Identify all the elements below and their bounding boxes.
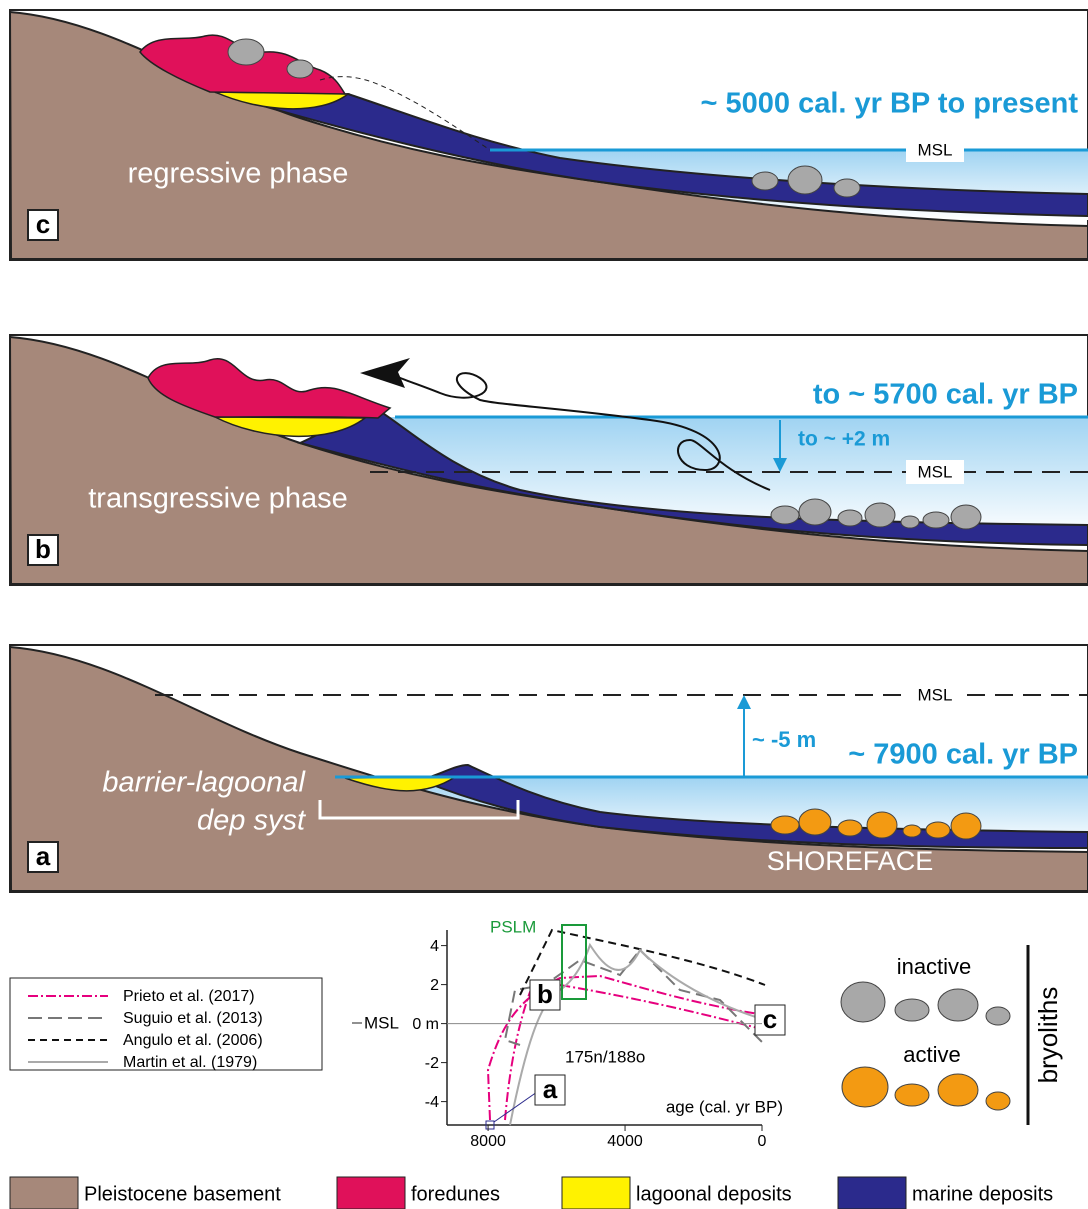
phase-label: dep syst — [197, 805, 307, 837]
legend-swatch — [10, 1177, 78, 1209]
bryolith — [228, 39, 264, 65]
bryolith — [895, 1084, 929, 1106]
panel-label: c — [36, 209, 50, 239]
y-tick-label: -2 — [425, 1055, 439, 1072]
legend-swatch — [838, 1177, 906, 1209]
msl-label: MSL — [364, 1013, 399, 1032]
bryolith — [923, 512, 949, 528]
y-tick-label: 2 — [430, 977, 439, 994]
bryolith — [841, 982, 885, 1022]
zone-label: SHOREFACE — [767, 846, 934, 876]
change-label: to ~ +2 m — [798, 428, 890, 451]
change-label: ~ -5 m — [752, 727, 816, 752]
active-label: active — [903, 1042, 960, 1067]
bryolith — [771, 816, 799, 834]
bryolith — [788, 166, 822, 194]
panel-label: b — [35, 534, 51, 564]
bryolith — [938, 1074, 978, 1106]
bryolith — [986, 1007, 1010, 1025]
y-tick-label: 4 — [430, 938, 439, 955]
bryolith — [901, 516, 919, 528]
bryolith — [838, 820, 862, 836]
panel-c: MSL ~ 5000 cal. yr BP to present regress… — [10, 10, 1088, 260]
marker-label: c — [763, 1004, 777, 1034]
marker-label: b — [537, 979, 553, 1009]
figure: MSL ~ 5000 cal. yr BP to present regress… — [0, 0, 1088, 1209]
y-tick-label: 0 m — [412, 1016, 439, 1033]
x-tick-label: 0 — [758, 1133, 767, 1150]
msl-label: MSL — [918, 462, 953, 481]
phase-label: barrier-lagoonal — [102, 767, 306, 799]
legend-label: foredunes — [411, 1183, 500, 1205]
bryolith — [834, 179, 860, 197]
bryolith — [903, 825, 921, 837]
bryolith — [799, 809, 831, 835]
bryolith — [838, 510, 862, 526]
legend-label: Suguio et al. (2013) — [123, 1010, 263, 1027]
bryolith — [867, 812, 897, 838]
age-label: ~ 7900 cal. yr BP — [848, 739, 1078, 771]
legend-swatch — [337, 1177, 405, 1209]
marker-label: a — [543, 1074, 558, 1104]
bryolith — [951, 813, 981, 839]
bryolith — [799, 499, 831, 525]
panel-a: MSL ~ 7900 cal. yr BP ~ -5 m barrier-lag… — [10, 645, 1088, 892]
bryolith — [752, 172, 778, 190]
bryolith-legend: inactive active bryoliths — [841, 945, 1063, 1125]
bryolith — [986, 1092, 1010, 1110]
msl-label: MSL — [918, 685, 953, 704]
legend-swatch — [562, 1177, 630, 1209]
legend-label: lagoonal deposits — [636, 1183, 792, 1205]
phase-label: transgressive phase — [88, 483, 348, 515]
msl-label: MSL — [918, 140, 953, 159]
panel-label: a — [36, 841, 51, 871]
x-tick-label: 8000 — [470, 1133, 506, 1150]
bryolith — [895, 999, 929, 1021]
legend-label: Martin et al. (1979) — [123, 1054, 257, 1071]
phase-label: regressive phase — [128, 158, 349, 190]
bryolith — [842, 1067, 888, 1107]
bryolith — [951, 505, 981, 529]
bryolith — [938, 989, 978, 1021]
x-axis-label: age (cal. yr BP) — [666, 1097, 783, 1116]
legend-label: marine deposits — [912, 1183, 1053, 1205]
age-label: ~ 5000 cal. yr BP to present — [701, 88, 1079, 120]
y-tick-label: -4 — [425, 1094, 439, 1111]
legend-label: Angulo et al. (2006) — [123, 1032, 263, 1049]
legend-label: Prieto et al. (2017) — [123, 988, 255, 1005]
bryolith — [865, 503, 895, 527]
sample-label: 175n/188o — [565, 1047, 645, 1066]
panel-b: MSL to ~ 5700 cal. yr BP to ~ +2 m trans… — [10, 335, 1088, 585]
bryolith — [926, 822, 950, 838]
bryoliths-title: bryoliths — [1033, 987, 1063, 1084]
bryolith — [771, 506, 799, 524]
legend-label: Pleistocene basement — [84, 1183, 281, 1205]
bryolith — [287, 60, 313, 78]
x-tick-label: 4000 — [607, 1133, 643, 1150]
age-label: to ~ 5700 cal. yr BP — [813, 379, 1078, 411]
pslm-label: PSLM — [490, 917, 536, 936]
inactive-label: inactive — [897, 954, 972, 979]
